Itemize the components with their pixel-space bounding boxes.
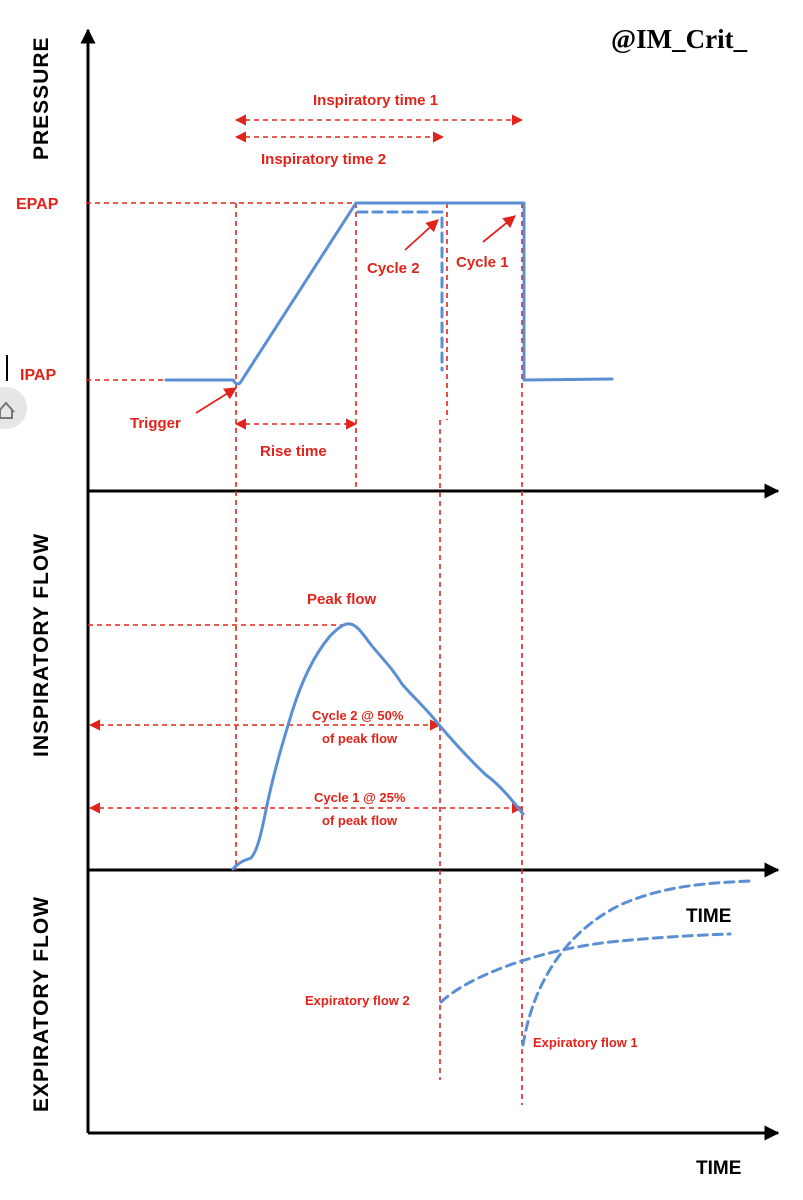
- expiratory-flow-2-curve: [439, 932, 732, 1004]
- insp-time-1-label: Inspiratory time 1: [313, 92, 438, 109]
- time-label-mid: TIME: [686, 906, 731, 927]
- expiratory-flow-1-curve: [521, 879, 752, 1047]
- home-button[interactable]: [0, 387, 27, 429]
- rise-time-label: Rise time: [260, 443, 327, 460]
- cycle1-pointer-arrow: [482, 215, 516, 243]
- inspiratory-flow-axis-label: INSPIRATORY FLOW: [30, 533, 53, 757]
- cycle1-label: Cycle 1: [456, 254, 509, 271]
- cycle2-pointer-arrow: [404, 219, 439, 251]
- epap-label: EPAP: [16, 196, 59, 213]
- expiratory-flow-1-label: Expiratory flow 1: [533, 1035, 638, 1050]
- cycle2-50pct-label-line1: Cycle 2 @ 50%: [312, 708, 404, 723]
- time-label-bottom: TIME: [696, 1158, 741, 1179]
- pressure-axis-label: PRESSURE: [30, 36, 53, 160]
- inspiratory-flow-waveform: [231, 622, 525, 871]
- cycle2-50pct-label-line2: of peak flow: [322, 731, 398, 746]
- cycle1-25pct-label-line1: Cycle 1 @ 25%: [314, 790, 406, 805]
- trigger-label: Trigger: [130, 415, 181, 432]
- cycle2-label: Cycle 2: [367, 260, 420, 277]
- pressure-waveform-cycle2: [356, 210, 444, 372]
- ipap-label: IPAP: [20, 367, 56, 384]
- expiratory-flow-axis-label: EXPIRATORY FLOW: [30, 896, 53, 1112]
- home-icon: [0, 401, 15, 419]
- expiratory-flow-2-label: Expiratory flow 2: [305, 993, 410, 1008]
- trigger-pointer-arrow: [195, 387, 238, 414]
- pressure-waveform-cycle1: [164, 201, 614, 386]
- insp-time-2-label: Inspiratory time 2: [261, 151, 386, 168]
- peak-flow-label: Peak flow: [307, 591, 377, 608]
- cycle1-25pct-label-line2: of peak flow: [322, 813, 398, 828]
- brand-watermark: @IM_Crit_: [611, 24, 748, 54]
